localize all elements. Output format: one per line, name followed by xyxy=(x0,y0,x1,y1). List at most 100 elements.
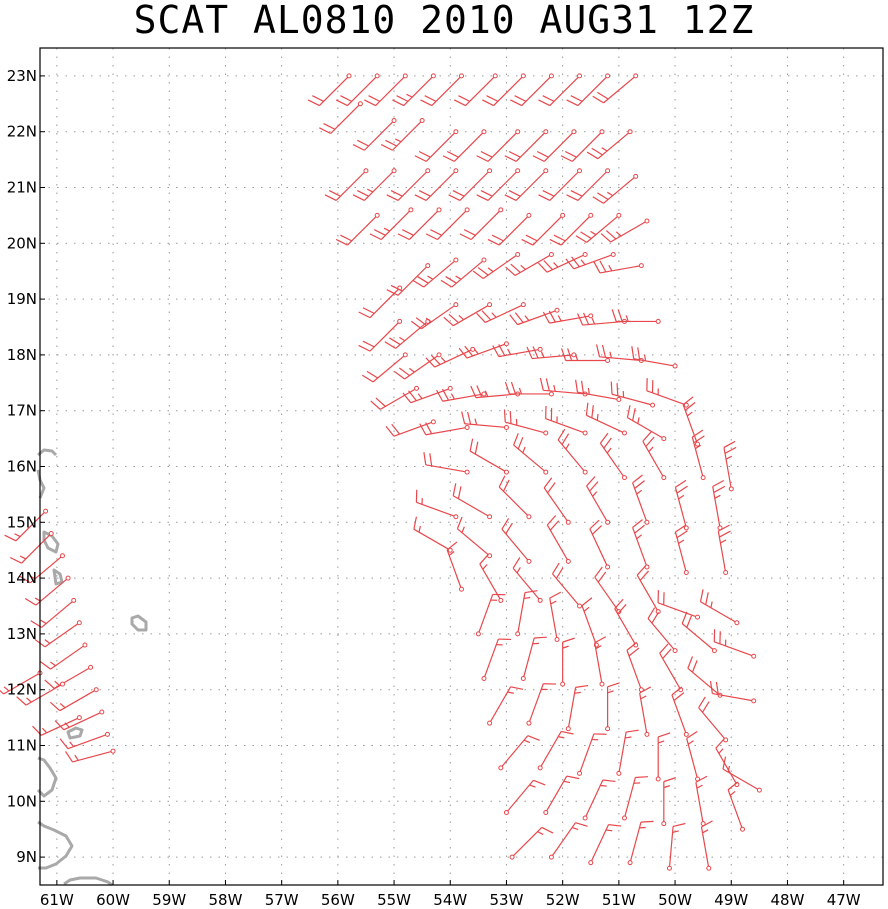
barb-station-dot xyxy=(751,653,757,659)
barb-station-dot xyxy=(481,676,487,682)
barb-staff xyxy=(686,738,699,780)
barb-full-feather xyxy=(9,556,22,564)
wind-barb xyxy=(585,402,627,436)
barb-staff xyxy=(25,683,63,706)
y-tick-label: 10N xyxy=(7,792,37,810)
barb-full-feather xyxy=(352,194,365,201)
barb-staff xyxy=(513,444,547,473)
barb-half-feather xyxy=(687,740,694,745)
barb-staff xyxy=(549,170,580,201)
barb-station-dot xyxy=(503,469,509,475)
barb-staff xyxy=(687,667,721,696)
wind-barb xyxy=(358,285,403,319)
barb-full-feather xyxy=(594,566,603,578)
wind-barb xyxy=(509,826,554,860)
y-tick-label: 12N xyxy=(7,681,37,699)
wind-barb xyxy=(577,312,627,326)
barb-full-feather xyxy=(599,260,607,273)
barb-half-feather xyxy=(605,829,613,832)
barb-full-feather xyxy=(647,607,656,619)
wind-barb xyxy=(476,129,521,162)
barb-full-feather xyxy=(610,381,613,395)
barb-full-feather xyxy=(575,684,589,688)
barb-staff xyxy=(611,393,653,406)
barb-full-feather xyxy=(594,636,607,644)
barb-full-feather xyxy=(340,234,353,242)
wind-barb xyxy=(581,597,599,648)
barb-full-feather xyxy=(545,378,550,391)
barb-full-feather xyxy=(474,441,479,455)
barb-full-feather xyxy=(695,775,708,783)
barb-full-feather xyxy=(608,824,622,827)
barb-full-feather xyxy=(357,190,369,197)
barb-staff xyxy=(464,423,507,429)
barb-full-feather xyxy=(561,433,570,445)
barb-full-feather xyxy=(401,229,414,236)
barb-full-feather xyxy=(323,123,336,130)
y-tick-label: 21N xyxy=(7,179,37,197)
barb-full-feather xyxy=(448,313,459,324)
barb-full-feather xyxy=(362,307,375,314)
barb-staff xyxy=(335,170,367,201)
barb-station-dot xyxy=(76,620,82,626)
wind-barb xyxy=(487,686,524,726)
barb-half-feather xyxy=(41,727,48,734)
wind-barb xyxy=(402,385,453,404)
wind-barb xyxy=(414,168,459,201)
wind-barb xyxy=(717,524,731,576)
barb-full-feather xyxy=(585,402,589,416)
barb-staff xyxy=(35,577,69,606)
barb-full-feather xyxy=(386,194,399,201)
barb-full-feather xyxy=(482,99,494,107)
barb-half-feather xyxy=(553,262,559,268)
y-tick-label: 20N xyxy=(7,234,37,252)
barb-half-feather xyxy=(695,444,702,450)
barb-full-feather xyxy=(635,776,649,779)
barb-full-feather xyxy=(549,520,560,531)
barb-station-dot xyxy=(565,558,571,564)
barb-full-feather xyxy=(408,390,417,402)
barb-full-feather xyxy=(577,313,584,326)
barb-half-feather xyxy=(607,690,614,694)
barb-station-dot xyxy=(88,664,94,670)
barb-staff xyxy=(646,390,687,406)
barb-staff xyxy=(470,209,502,240)
wind-barb xyxy=(565,251,616,270)
barb-station-dot xyxy=(756,787,762,793)
barb-staff xyxy=(614,608,637,646)
x-tick-label: 48W xyxy=(770,891,804,909)
barb-half-feather xyxy=(461,526,465,533)
barb-station-dot xyxy=(683,570,689,576)
barb-station-dot xyxy=(577,603,583,609)
barb-station-dot xyxy=(543,430,549,436)
barb-staff xyxy=(431,75,462,107)
barb-station-dot xyxy=(515,168,521,174)
barb-full-feather xyxy=(591,525,603,535)
barb-staff xyxy=(691,436,704,478)
barb-staff xyxy=(482,253,519,280)
lat-lon-grid xyxy=(40,48,883,885)
barb-half-feather xyxy=(595,645,602,650)
barb-full-feather xyxy=(472,270,484,280)
y-tick-label: 9N xyxy=(16,848,37,866)
barb-staff xyxy=(404,354,440,380)
barb-station-dot xyxy=(565,726,571,732)
barb-station-dot xyxy=(515,129,521,135)
wind-barb xyxy=(436,388,487,402)
barb-full-feather xyxy=(691,429,704,438)
barb-staff xyxy=(528,683,544,724)
barb-full-feather xyxy=(410,320,422,330)
barb-half-feather xyxy=(571,827,579,830)
wind-barb xyxy=(588,824,622,866)
barb-half-feather xyxy=(524,315,530,321)
wind-barb xyxy=(593,260,644,274)
wind-barb xyxy=(423,452,470,475)
barb-station-dot xyxy=(543,129,549,135)
wind-barb xyxy=(16,681,65,706)
barb-full-feather xyxy=(453,99,466,107)
lon-axis-labels: 61W 60W 59W 58W 57W 56W 55W 54W 53W 52W 51W 50W 49W 4… xyxy=(40,880,861,909)
barb-staff xyxy=(459,170,491,201)
barb-half-feather xyxy=(607,191,614,197)
barb-staff xyxy=(515,131,547,162)
barb-half-feather xyxy=(399,336,406,342)
